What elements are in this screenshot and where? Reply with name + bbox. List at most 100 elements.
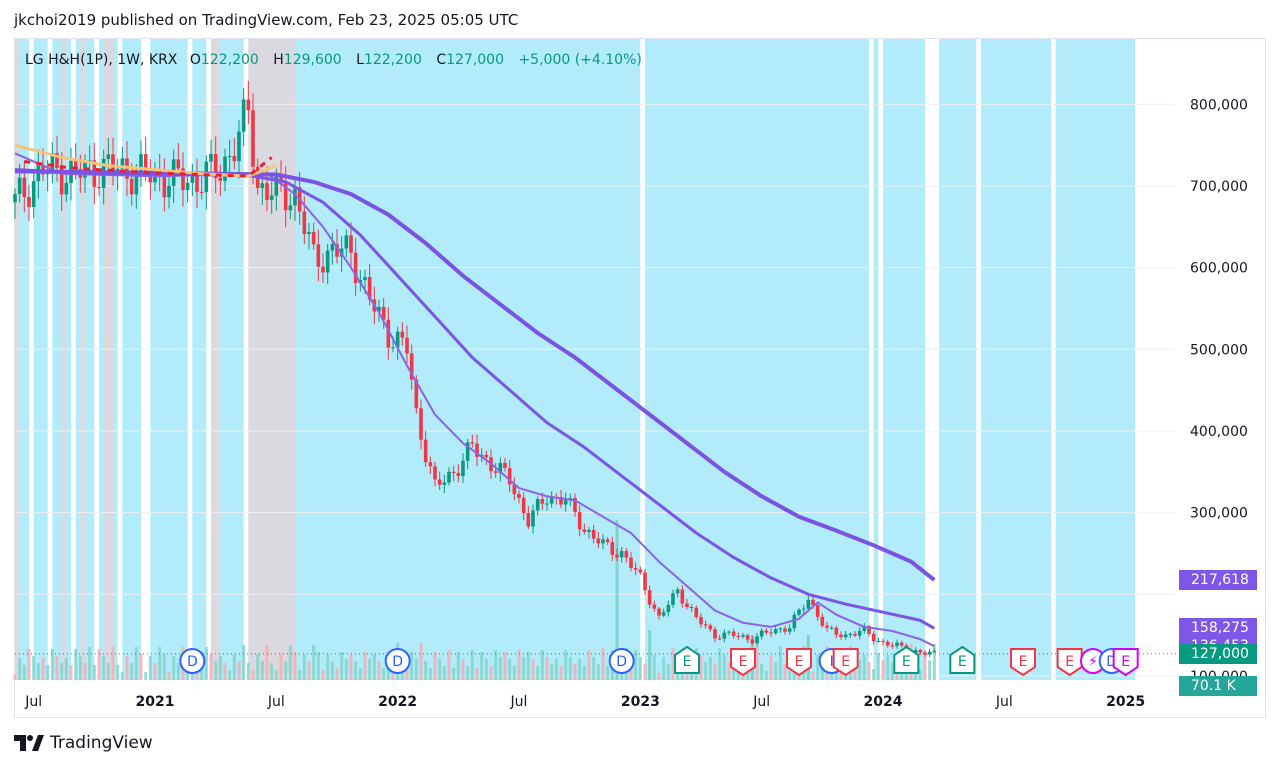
candle-body xyxy=(274,174,279,196)
volume-bar xyxy=(550,664,554,680)
candle-body xyxy=(344,235,349,249)
volume-bar xyxy=(405,668,409,680)
candle-body xyxy=(437,479,442,485)
volume-bar xyxy=(774,662,778,680)
candle-body xyxy=(484,454,489,458)
volume-bar xyxy=(279,654,283,680)
volume-bar xyxy=(372,654,376,680)
volume-bar xyxy=(256,654,260,680)
volume-bar xyxy=(50,649,54,680)
candle-body xyxy=(535,499,540,511)
x-tick-label: Jul xyxy=(267,694,285,710)
candle-body xyxy=(335,244,339,257)
chart-frame[interactable] xyxy=(14,38,1266,718)
candle-body xyxy=(223,156,227,181)
candle-body xyxy=(59,168,64,195)
volume-bar xyxy=(554,659,558,680)
volume-bar xyxy=(489,666,493,680)
candle-body xyxy=(279,174,283,184)
background-gap xyxy=(206,39,211,680)
volume-bar xyxy=(928,660,932,680)
volume-bar xyxy=(545,657,549,680)
candle-body xyxy=(843,634,848,638)
volume-bar xyxy=(368,659,372,680)
volume-bar xyxy=(508,659,512,680)
volume-bar xyxy=(433,652,437,680)
volume-bar xyxy=(153,663,157,680)
candle-body xyxy=(265,183,269,200)
high-value: 129,600 xyxy=(283,52,342,68)
candle-body xyxy=(741,635,745,637)
candle-body xyxy=(321,266,325,273)
candle-body xyxy=(409,353,414,380)
event-marker-label: E xyxy=(1065,654,1074,670)
candle-body xyxy=(367,277,372,300)
candle-body xyxy=(652,604,657,609)
symbol-title: LG H&H(1P), 1W, KRX xyxy=(25,52,178,68)
candle-body xyxy=(73,160,78,169)
candle-body xyxy=(540,499,545,504)
volume-bar xyxy=(307,661,311,680)
candle-body xyxy=(717,638,722,640)
candle-body xyxy=(559,496,563,505)
candle-body xyxy=(722,632,727,639)
volume-bar xyxy=(377,661,381,680)
candle-body xyxy=(381,306,386,320)
volume-bar xyxy=(559,666,563,680)
candle-body xyxy=(31,181,36,207)
volume-bar xyxy=(704,662,708,680)
volume-bar xyxy=(886,655,890,680)
volume-bar xyxy=(895,669,899,680)
candle-body xyxy=(288,205,293,211)
tradingview-logo-icon xyxy=(14,735,44,751)
volume-bar xyxy=(666,664,670,680)
x-tick-label: 2023 xyxy=(621,694,660,710)
event-marker-earnings_down xyxy=(1056,648,1083,677)
candle-body xyxy=(27,196,31,207)
background-gap xyxy=(94,39,99,680)
volume-bar xyxy=(344,659,348,680)
event-marker-earnings_up xyxy=(674,645,700,674)
candle-body xyxy=(871,633,876,642)
candle-body xyxy=(629,557,633,568)
y-tick-label: 800,000 xyxy=(1190,97,1248,113)
background-red-zone xyxy=(248,39,295,680)
candle-body xyxy=(666,604,671,613)
close-value: 127,000 xyxy=(446,52,504,68)
candle-body xyxy=(633,567,638,570)
candle-body xyxy=(689,607,694,609)
candle-body xyxy=(283,183,288,211)
candle-body xyxy=(895,642,899,646)
candle-body xyxy=(213,153,218,178)
volume-bar xyxy=(769,655,773,680)
volume-bar xyxy=(582,666,586,680)
volume-bar xyxy=(144,672,148,680)
candle-body xyxy=(227,155,232,157)
y-tick-label: 500,000 xyxy=(1190,342,1248,358)
x-tick-label: Jul xyxy=(752,694,770,710)
candle-body xyxy=(839,634,843,638)
candle-body xyxy=(881,640,885,642)
volume-bar xyxy=(932,644,936,680)
volume-bar xyxy=(540,650,544,680)
volume-bar xyxy=(148,656,152,680)
candle-body xyxy=(769,632,773,634)
candle-body xyxy=(792,614,797,629)
candle-body xyxy=(549,496,554,504)
candle-body xyxy=(97,186,101,188)
candle-body xyxy=(820,616,825,626)
candle-body xyxy=(563,500,568,505)
volume-bar xyxy=(494,650,498,680)
candle-body xyxy=(829,627,834,629)
candle-body xyxy=(806,599,811,609)
volume-bar xyxy=(55,656,59,680)
volume-bar xyxy=(573,664,577,680)
volume-bar xyxy=(316,652,320,680)
background-gap xyxy=(117,39,123,680)
x-tick-label: 2025 xyxy=(1106,694,1145,710)
volume-bar xyxy=(708,657,712,680)
volume-bar xyxy=(788,671,792,680)
volume-bar xyxy=(662,657,666,680)
candle-body xyxy=(764,630,769,633)
